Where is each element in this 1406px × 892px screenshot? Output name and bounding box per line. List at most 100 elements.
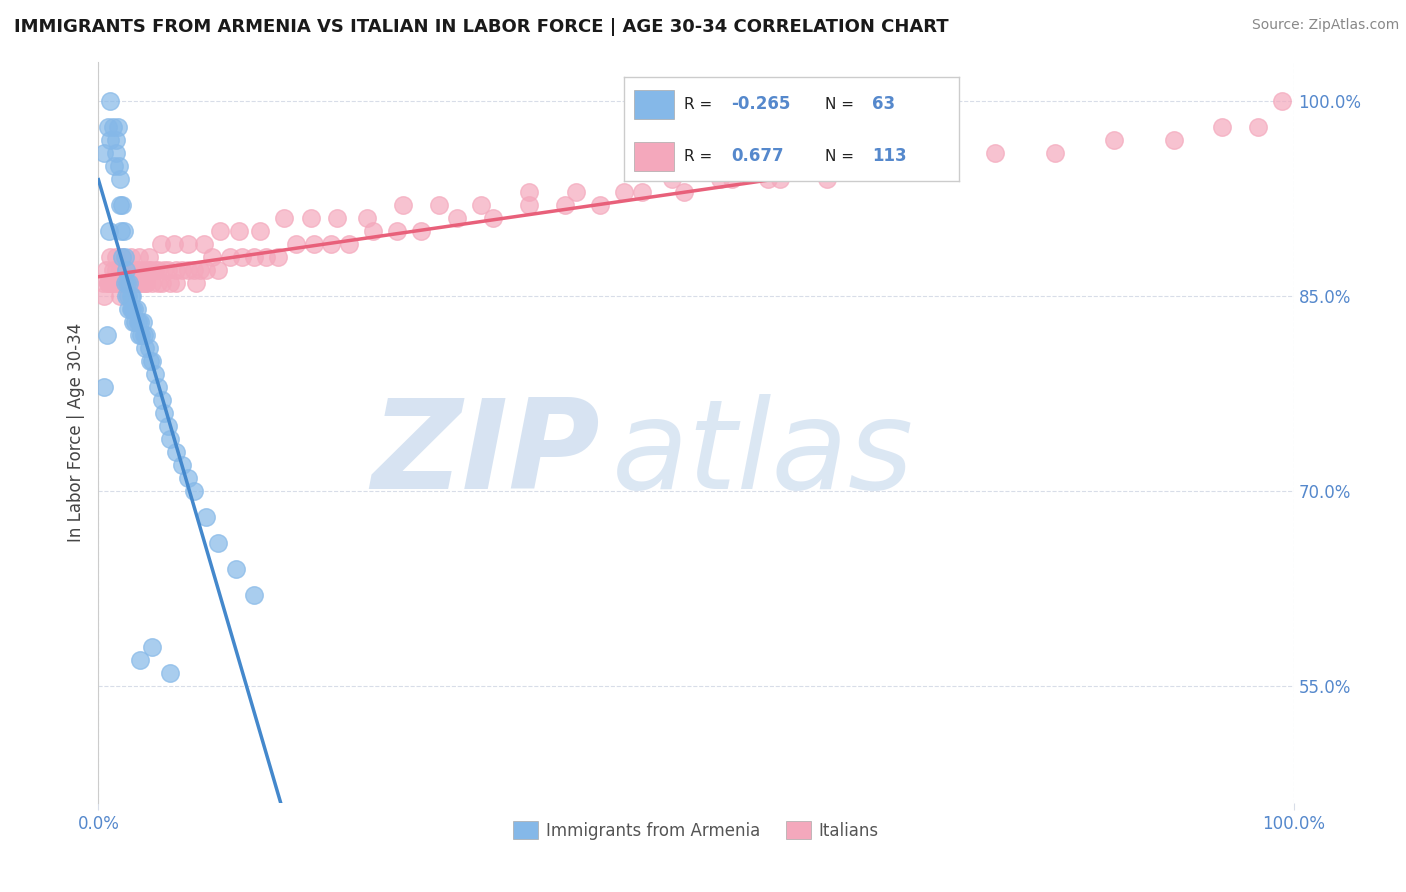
- Point: [149, 237, 172, 252]
- Point: [1211, 120, 1233, 135]
- Point: [120, 250, 142, 264]
- Point: [115, 289, 138, 303]
- Text: Source: ZipAtlas.com: Source: ZipAtlas.com: [1251, 18, 1399, 32]
- Point: [1271, 95, 1294, 109]
- Point: [125, 277, 148, 291]
- Point: [273, 211, 295, 226]
- Point: [446, 211, 468, 226]
- Point: [1163, 133, 1185, 147]
- Point: [363, 224, 385, 238]
- Point: [117, 302, 139, 317]
- Point: [356, 211, 378, 226]
- Point: [156, 419, 179, 434]
- Point: [111, 250, 134, 264]
- Point: [1247, 120, 1270, 135]
- Point: [165, 277, 187, 291]
- Point: [721, 172, 744, 186]
- Point: [124, 315, 146, 329]
- Point: [159, 277, 181, 291]
- Point: [673, 186, 696, 200]
- Point: [339, 237, 361, 252]
- Point: [117, 263, 139, 277]
- Point: [165, 263, 187, 277]
- Point: [121, 263, 143, 277]
- Point: [709, 172, 731, 186]
- Point: [111, 263, 134, 277]
- Point: [117, 289, 139, 303]
- Point: [98, 250, 122, 264]
- Point: [128, 328, 150, 343]
- Point: [127, 315, 149, 329]
- Point: [284, 237, 307, 252]
- Point: [135, 277, 157, 291]
- Point: [128, 263, 150, 277]
- Point: [177, 471, 200, 485]
- Point: [98, 133, 122, 147]
- Point: [517, 198, 540, 212]
- Point: [172, 263, 194, 277]
- Point: [98, 95, 122, 109]
- Point: [153, 263, 176, 277]
- Point: [138, 341, 160, 355]
- Point: [195, 263, 218, 277]
- Point: [150, 393, 173, 408]
- Point: [159, 432, 181, 446]
- Point: [631, 186, 654, 200]
- Point: [756, 172, 779, 186]
- Point: [112, 277, 135, 291]
- Point: [1043, 146, 1066, 161]
- Point: [183, 263, 205, 277]
- Point: [613, 186, 636, 200]
- Point: [411, 224, 433, 238]
- Point: [131, 277, 153, 291]
- Point: [101, 120, 124, 135]
- Point: [228, 224, 250, 238]
- Point: [107, 120, 129, 135]
- Point: [118, 277, 141, 291]
- Point: [91, 277, 114, 291]
- Point: [141, 354, 163, 368]
- Point: [865, 159, 887, 173]
- Point: [165, 445, 187, 459]
- Point: [125, 302, 148, 317]
- Point: [470, 198, 492, 212]
- Text: atlas: atlas: [613, 394, 914, 516]
- Point: [153, 406, 176, 420]
- Point: [148, 380, 170, 394]
- Point: [105, 146, 128, 161]
- Point: [254, 250, 277, 264]
- Point: [249, 224, 271, 238]
- Point: [392, 198, 415, 212]
- Point: [105, 263, 128, 277]
- Point: [114, 277, 136, 291]
- Point: [118, 277, 141, 291]
- Point: [117, 277, 139, 291]
- Point: [159, 665, 181, 680]
- Point: [138, 263, 160, 277]
- Point: [129, 653, 152, 667]
- Point: [207, 536, 229, 550]
- Point: [101, 263, 124, 277]
- Point: [121, 289, 143, 303]
- Point: [121, 302, 143, 317]
- Point: [565, 186, 588, 200]
- Point: [129, 277, 152, 291]
- Point: [108, 289, 131, 303]
- Point: [183, 484, 205, 499]
- Point: [138, 250, 160, 264]
- Y-axis label: In Labor Force | Age 30-34: In Labor Force | Age 30-34: [66, 323, 84, 542]
- Point: [139, 263, 162, 277]
- Point: [103, 277, 125, 291]
- Point: [115, 263, 138, 277]
- Point: [120, 289, 142, 303]
- Point: [115, 263, 138, 277]
- Point: [98, 277, 122, 291]
- Point: [107, 277, 129, 291]
- Point: [131, 328, 153, 343]
- Point: [94, 263, 117, 277]
- Point: [129, 315, 152, 329]
- Point: [97, 120, 120, 135]
- Point: [163, 237, 186, 252]
- Point: [589, 198, 612, 212]
- Point: [97, 277, 120, 291]
